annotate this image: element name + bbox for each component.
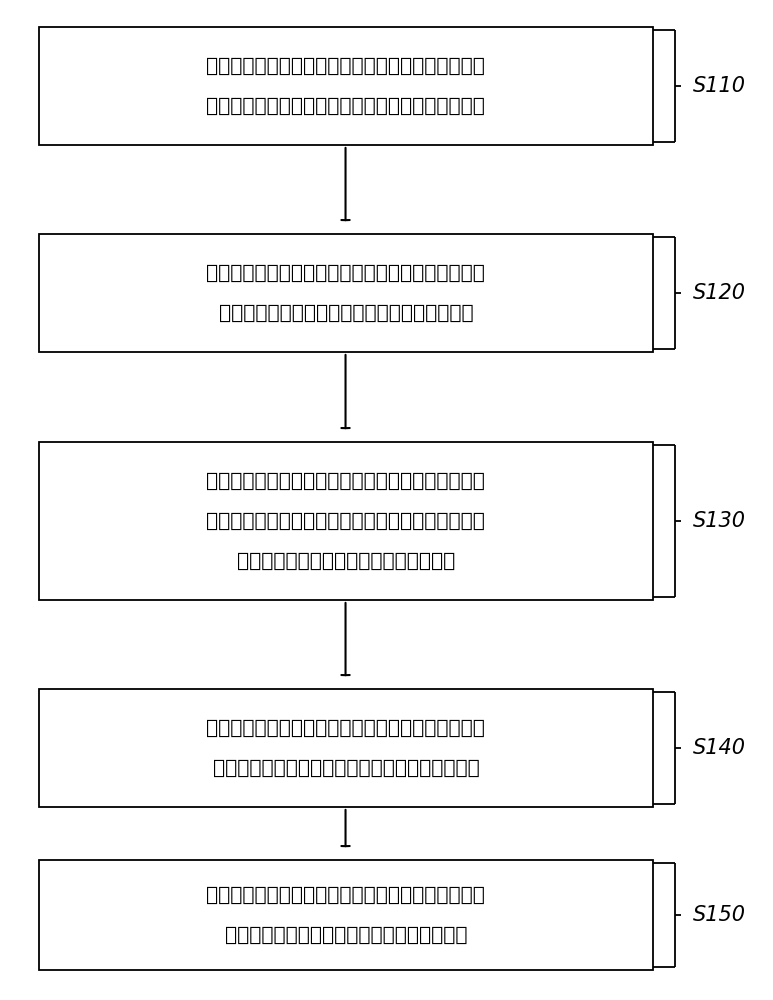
Bar [39, 860, 653, 970]
Text: 所述终端使用所述第二时间偏差与所述目标基站重新: 所述终端使用所述第二时间偏差与所述目标基站重新 [206, 886, 485, 904]
Text: S120: S120 [693, 283, 746, 303]
Text: 保持同步，所述终端向所述目标基站进行切换: 保持同步，所述终端向所述目标基站进行切换 [225, 926, 467, 944]
Text: 所述终端与所述目标基站首帧通信时，所述终端根据: 所述终端与所述目标基站首帧通信时，所述终端根据 [206, 472, 485, 490]
Text: 所述第一时间偏差保持与所述目标基站初始同步: 所述第一时间偏差保持与所述目标基站初始同步 [219, 304, 473, 322]
Text: S150: S150 [693, 905, 746, 925]
Text: S140: S140 [693, 738, 746, 758]
Bar [39, 689, 653, 807]
Text: 步数据得到所述终端与所述目标基站的第一时间偏差: 步数据得到所述终端与所述目标基站的第一时间偏差 [206, 97, 485, 116]
Bar [39, 234, 653, 352]
Text: 所述终端与所述目标基站切换初始时，所述终端使用: 所述终端与所述目标基站切换初始时，所述终端使用 [206, 263, 485, 282]
Text: 述第一时间偏差进行时间补偿，得到第二时间偏差: 述第一时间偏差进行时间补偿，得到第二时间偏差 [213, 758, 479, 778]
Bar [39, 27, 653, 145]
Bar [39, 442, 653, 600]
Text: 终端周期性接收目标基站的同步数据，并根据所述同: 终端周期性接收目标基站的同步数据，并根据所述同 [206, 57, 485, 76]
Text: S130: S130 [693, 511, 746, 531]
Text: 根据所述第一相关峰值和第二相关峰值的功率差对所: 根据所述第一相关峰值和第二相关峰值的功率差对所 [206, 718, 485, 738]
Text: 各补偿区的第一相关峰值和第二相关峰值: 各补偿区的第一相关峰值和第二相关峰值 [237, 552, 455, 570]
Text: S110: S110 [693, 76, 746, 96]
Text: 所述目标基站的同步数据，以及本地同步数据，获取: 所述目标基站的同步数据，以及本地同步数据，获取 [206, 511, 485, 530]
